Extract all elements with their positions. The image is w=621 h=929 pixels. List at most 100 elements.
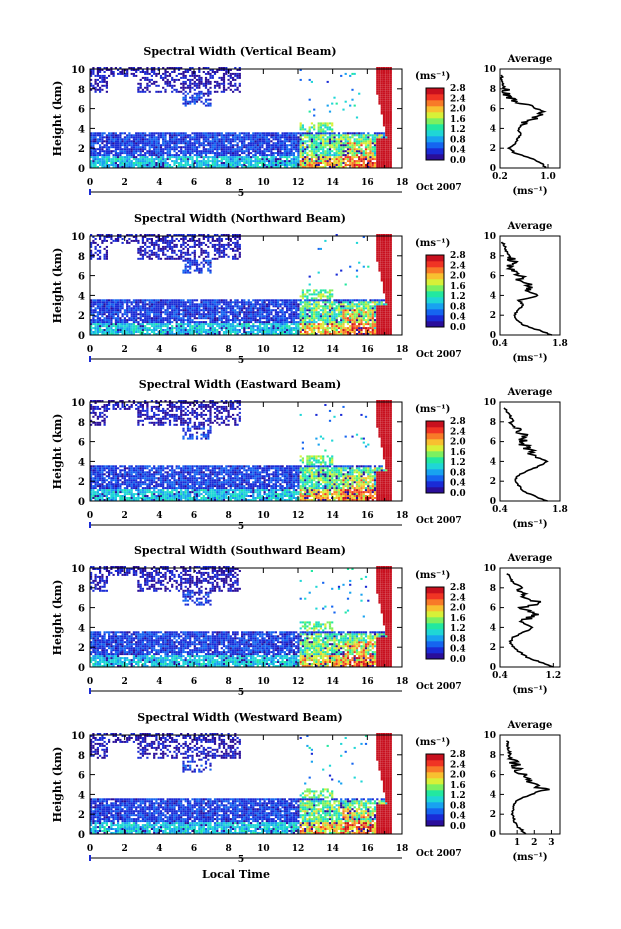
heatmap-cell — [200, 164, 203, 166]
heatmap-cell — [315, 160, 318, 163]
heatmap-cell — [326, 162, 329, 164]
heatmap-cell — [301, 319, 304, 322]
heatmap-cell — [317, 146, 320, 149]
heatmap-cell — [108, 321, 111, 324]
heatmap-cell — [128, 323, 131, 326]
heatmap-cell — [103, 67, 106, 69]
heatmap-cell — [220, 156, 223, 159]
heatmap-cell — [376, 134, 379, 137]
heatmap-cell — [243, 329, 246, 331]
heatmap-cell — [268, 132, 271, 135]
heatmap-cell — [331, 130, 334, 133]
heatmap-cell — [236, 166, 239, 168]
heatmap-cell — [177, 257, 181, 260]
heatmap-cell — [128, 327, 131, 330]
heatmap-cell — [141, 249, 144, 252]
heatmap-cell — [132, 150, 135, 153]
heatmap-cell — [195, 136, 199, 139]
heatmap-cell — [137, 148, 140, 151]
heatmap-cell — [222, 166, 226, 168]
heatmap-cell — [166, 299, 169, 302]
heatmap-cell — [220, 166, 223, 168]
heatmap-cell — [191, 132, 194, 135]
heatmap-cell — [92, 239, 95, 242]
heatmap-cell — [186, 160, 190, 163]
heatmap-cell — [304, 325, 307, 328]
heatmap-cell — [218, 307, 221, 310]
heatmap-cell — [236, 148, 239, 151]
heatmap-cell — [259, 136, 262, 139]
heatmap-cell — [385, 122, 388, 125]
heatmap-cell — [182, 132, 185, 135]
heatmap-cell — [103, 150, 106, 153]
heatmap-cell — [259, 327, 262, 330]
heatmap-cell — [94, 307, 97, 310]
heatmap-cell — [191, 152, 194, 155]
heatmap-cell — [229, 299, 232, 302]
heatmap-cell — [189, 238, 192, 240]
heatmap-cell — [382, 118, 386, 121]
heatmap-cell — [213, 156, 217, 159]
heatmap-cell — [229, 305, 232, 308]
heatmap-cell — [218, 140, 221, 143]
heatmap-cell — [328, 110, 332, 113]
heatmap-cell — [232, 152, 235, 155]
heatmap-cell — [317, 158, 320, 161]
panel-title: Spectral Width (Northward Beam) — [134, 212, 346, 225]
heatmap-cell — [148, 90, 151, 93]
heatmap-cell — [220, 245, 223, 248]
heatmap-cell — [288, 307, 291, 310]
heatmap-cell — [362, 136, 365, 139]
heatmap-cell — [132, 166, 135, 168]
heatmap-cell — [94, 132, 97, 135]
heatmap-cell — [153, 142, 156, 145]
heatmap-cell — [177, 311, 181, 314]
heatmap-cell — [304, 295, 307, 298]
heatmap-cell — [171, 251, 174, 254]
heatmap-cell — [382, 148, 386, 151]
heatmap-cell — [207, 323, 210, 326]
heatmap-cell — [195, 265, 199, 268]
heatmap-cell — [387, 108, 390, 111]
heatmap-cell — [331, 158, 334, 161]
heatmap-cell — [297, 138, 300, 141]
heatmap-cell — [171, 321, 174, 324]
heatmap-cell — [99, 309, 102, 312]
heatmap-cell — [387, 160, 390, 163]
heatmap-cell — [184, 158, 187, 161]
heatmap-cell — [126, 311, 129, 314]
heatmap-cell — [382, 132, 386, 135]
heatmap-cell — [265, 307, 268, 310]
heatmap-cell — [146, 71, 149, 73]
heatmap-cell — [211, 166, 214, 168]
heatmap-cell — [189, 313, 192, 316]
heatmap-cell — [263, 333, 266, 335]
heatmap-cell — [92, 158, 95, 161]
heatmap-cell — [254, 305, 257, 308]
heatmap-cell — [315, 142, 318, 145]
heatmap-cell — [213, 166, 217, 168]
heatmap-cell — [216, 152, 219, 155]
heatmap-cell — [209, 86, 212, 89]
heatmap-cell — [364, 164, 368, 166]
heatmap-cell — [270, 313, 273, 316]
heatmap-cell — [211, 136, 214, 139]
heatmap-cell — [227, 158, 230, 161]
heatmap-cell — [114, 146, 117, 149]
heatmap-cell — [326, 164, 329, 166]
heatmap-cell — [162, 138, 165, 141]
heatmap-cell — [128, 299, 131, 302]
colorbar-swatch — [426, 112, 444, 119]
heatmap-cell — [150, 132, 153, 135]
heatmap-cell — [238, 164, 241, 166]
heatmap-cell — [202, 303, 205, 306]
heatmap-cell — [322, 150, 325, 153]
heatmap-cell — [225, 164, 228, 166]
heatmap-cell — [319, 160, 322, 163]
heatmap-cell — [175, 136, 178, 139]
heatmap-cell — [362, 152, 365, 155]
heatmap-cell — [378, 69, 381, 71]
heatmap-cell — [213, 164, 217, 166]
heatmap-cell — [193, 241, 196, 244]
heatmap-cell — [193, 311, 196, 314]
